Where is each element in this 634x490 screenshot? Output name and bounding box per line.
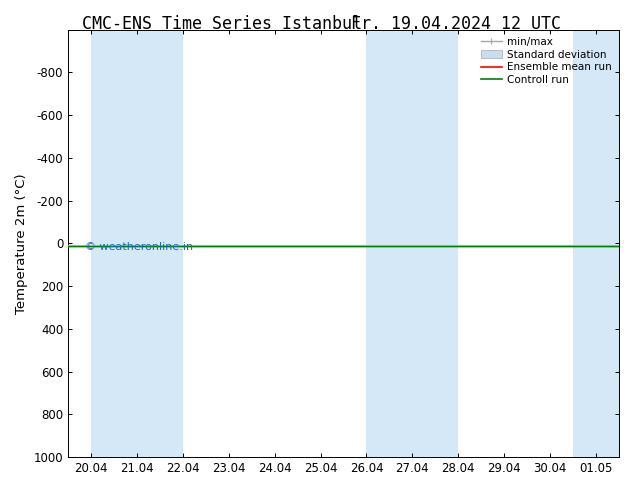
Text: CMC-ENS Time Series Istanbul: CMC-ENS Time Series Istanbul [82, 15, 362, 33]
Bar [366, 30, 458, 457]
Text: © weatheronline.in: © weatheronline.in [84, 242, 193, 252]
Bar [573, 30, 619, 457]
Bar [91, 30, 183, 457]
Y-axis label: Temperature 2m (°C): Temperature 2m (°C) [15, 173, 28, 314]
Text: Fr. 19.04.2024 12 UTC: Fr. 19.04.2024 12 UTC [351, 15, 562, 33]
Bar [68, 245, 619, 246]
Legend: min/max, Standard deviation, Ensemble mean run, Controll run: min/max, Standard deviation, Ensemble me… [477, 33, 616, 89]
